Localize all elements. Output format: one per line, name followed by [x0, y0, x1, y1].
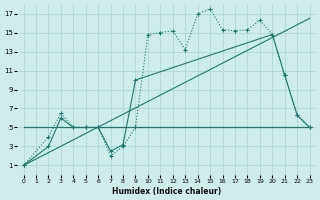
X-axis label: Humidex (Indice chaleur): Humidex (Indice chaleur)	[112, 187, 221, 196]
